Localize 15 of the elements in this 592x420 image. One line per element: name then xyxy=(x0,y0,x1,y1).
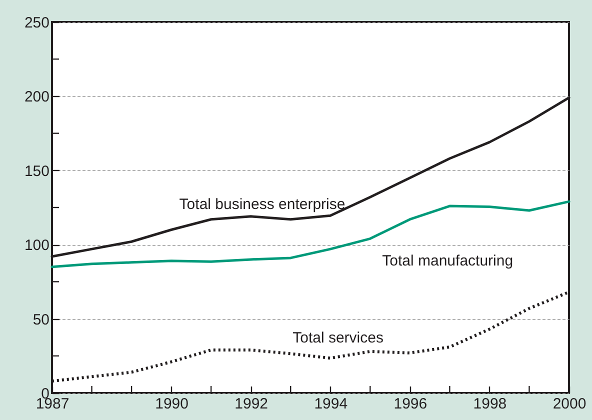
x-tick-label: 1990 xyxy=(155,396,188,412)
x-tick-label: 1992 xyxy=(234,396,268,412)
line-series xyxy=(50,200,570,268)
y-tick-label: 250 xyxy=(24,14,50,32)
series-label: Total business enterprise xyxy=(179,196,346,213)
y-tick-label: 100 xyxy=(24,237,50,254)
x-tick-label: 1994 xyxy=(314,396,348,412)
y-tick-label: 50 xyxy=(32,311,50,328)
series-label: Total services xyxy=(292,330,384,347)
x-tick-label: 1996 xyxy=(394,396,428,412)
x-tick-label: 1998 xyxy=(473,396,507,412)
series-label: Total manufacturing xyxy=(382,252,514,270)
y-tick-label: 150 xyxy=(24,162,50,180)
x-tick-label: 2000 xyxy=(552,396,586,412)
y-tick-label: 200 xyxy=(24,88,50,106)
